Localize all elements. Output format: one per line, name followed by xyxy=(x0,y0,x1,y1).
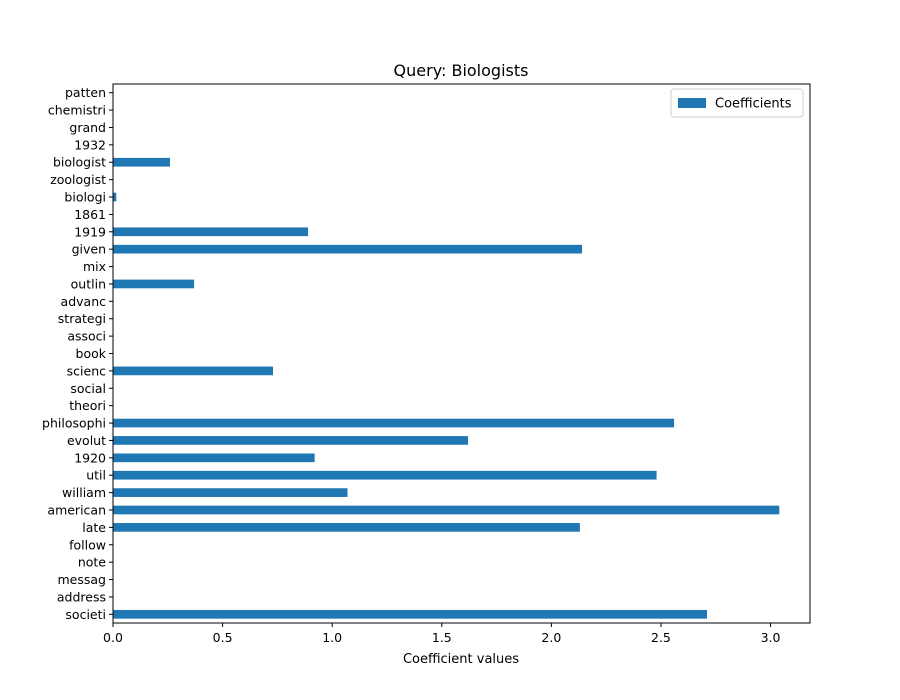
legend-swatch xyxy=(678,98,706,108)
x-tick-label: 0.5 xyxy=(213,630,233,645)
y-tick-label: strategi xyxy=(58,311,106,326)
bar-given xyxy=(113,244,583,254)
y-tick-label: messag xyxy=(58,572,107,587)
y-tick-label: theori xyxy=(69,398,106,413)
y-tick-label: evolut xyxy=(67,433,106,448)
y-tick-label: outlin xyxy=(71,276,106,291)
bar-biologist xyxy=(113,157,170,167)
y-tick-label: biologi xyxy=(64,190,106,205)
y-tick-label: 1919 xyxy=(74,224,106,239)
bar-util xyxy=(113,470,657,480)
legend-label: Coefficients xyxy=(715,97,792,112)
bar-philosophi xyxy=(113,418,675,428)
x-tick-label: 2.5 xyxy=(651,630,671,645)
bar-1920 xyxy=(113,453,315,463)
y-tick-label: grand xyxy=(69,120,106,135)
bar-scienc xyxy=(113,366,274,376)
y-tick-label: philosophi xyxy=(42,416,106,431)
bar-american xyxy=(113,505,780,515)
y-tick-label: biologist xyxy=(53,155,106,170)
bar-societi xyxy=(113,609,707,619)
bar-william xyxy=(113,488,348,497)
y-tick-label: zoologist xyxy=(50,172,106,187)
y-tick-label: 1861 xyxy=(74,207,106,222)
bar-evolut xyxy=(113,436,469,445)
bar-1919 xyxy=(113,227,309,237)
y-tick-label: given xyxy=(72,242,106,257)
x-tick-label: 1.0 xyxy=(322,630,342,645)
y-tick-label: address xyxy=(57,589,106,604)
y-tick-label: note xyxy=(78,555,106,570)
plot-frame xyxy=(112,83,811,624)
y-tick-label: late xyxy=(82,520,106,535)
y-tick-label: follow xyxy=(69,537,106,552)
y-tick-label: book xyxy=(76,346,107,361)
y-tick-label: 1932 xyxy=(74,137,106,152)
y-tick-label: advanc xyxy=(61,294,107,309)
y-tick-label: william xyxy=(62,485,106,500)
legend: Coefficients xyxy=(670,88,804,118)
y-tick-label: 1920 xyxy=(74,450,106,465)
y-tick-label: associ xyxy=(67,329,106,344)
y-tick-label: patten xyxy=(65,85,106,100)
y-tick-label: chemistri xyxy=(48,103,106,118)
y-tick-label: societi xyxy=(65,607,106,622)
y-tick-label: scienc xyxy=(67,363,106,378)
axes-layer: patten chemistri grand 1932 biologist zoologi… xyxy=(42,83,811,645)
y-tick-label: american xyxy=(47,502,106,517)
chart-title: Query: Biologists xyxy=(394,61,529,80)
bars-layer xyxy=(113,157,780,619)
legend-box xyxy=(670,88,804,118)
x-tick-label: 0.0 xyxy=(103,630,123,645)
y-tick-label: mix xyxy=(83,259,106,274)
x-tick-label: 3.0 xyxy=(761,630,781,645)
bar-late xyxy=(113,523,580,532)
y-tick-label: util xyxy=(86,468,106,483)
x-tick-label: 1.5 xyxy=(432,630,452,645)
y-tick-label: social xyxy=(70,381,106,396)
bar-outlin xyxy=(113,279,195,289)
x-tick-label: 2.0 xyxy=(541,630,561,645)
x-axis-label: Coefficient values xyxy=(403,652,519,667)
bar-biologi xyxy=(113,192,117,202)
